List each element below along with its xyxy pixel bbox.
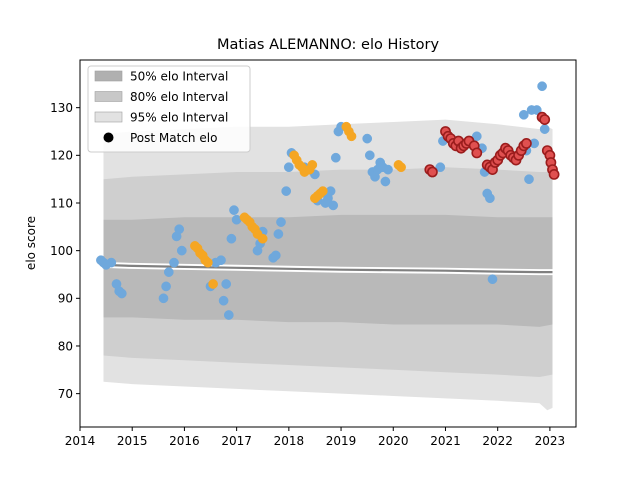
elo-point — [328, 200, 339, 211]
x-tick-label: 2014 — [65, 434, 96, 448]
legend-swatch — [94, 111, 123, 123]
y-tick-label: 90 — [58, 292, 73, 306]
elo-point — [208, 279, 218, 289]
elo-point — [487, 274, 498, 285]
legend-swatch — [94, 91, 123, 102]
elo-point — [229, 205, 239, 215]
elo-point — [539, 114, 551, 125]
elo-point — [396, 162, 406, 173]
elo-point — [163, 267, 174, 277]
elo-point — [161, 281, 171, 292]
elo-point — [169, 257, 179, 268]
elo-point — [548, 168, 560, 180]
elo-point — [435, 162, 446, 173]
chart-title: Matias ALEMANNO: elo History — [217, 37, 440, 53]
legend-frame — [87, 65, 251, 153]
elo-point — [346, 131, 357, 142]
elo-point — [471, 147, 483, 159]
x-tick-label: 2020 — [378, 434, 409, 448]
elo-point — [158, 293, 169, 304]
x-tick-label: 2015 — [117, 434, 148, 448]
elo-point — [537, 81, 547, 92]
x-tick-label: 2019 — [326, 434, 357, 448]
elo-point — [226, 233, 237, 244]
legend-marker — [103, 132, 114, 143]
elo-point — [216, 255, 226, 266]
elo-point — [174, 224, 185, 235]
legend-label: 95% elo Interval — [130, 110, 228, 124]
legend-label: Post Match elo — [130, 131, 217, 145]
elo-point — [539, 124, 550, 134]
elo-point — [524, 174, 534, 185]
elo-point — [364, 150, 375, 161]
elo-point — [362, 133, 373, 144]
y-tick-label: 100 — [50, 244, 73, 258]
x-tick-label: 2023 — [535, 434, 566, 448]
elo-point — [281, 186, 292, 196]
x-tick-label: 2016 — [169, 434, 200, 448]
elo-point — [531, 105, 542, 115]
elo-point — [307, 160, 318, 170]
elo-point — [221, 279, 232, 289]
median-line — [103, 263, 553, 274]
elo-point — [380, 176, 391, 187]
elo-point — [257, 233, 268, 244]
x-tick-label: 2017 — [221, 434, 252, 448]
elo-point — [273, 229, 284, 239]
elo-point — [203, 257, 213, 268]
legend-swatch — [94, 70, 123, 82]
x-tick-label: 2021 — [430, 434, 461, 448]
elo-point — [106, 257, 117, 268]
y-axis-label: elo score — [24, 216, 38, 270]
axes-frame — [79, 59, 577, 428]
elo-point — [223, 310, 234, 320]
elo-point — [485, 193, 495, 204]
elo-point — [176, 245, 187, 256]
y-tick-label: 110 — [50, 196, 73, 210]
y-tick-label: 120 — [50, 149, 73, 163]
legend: 50% elo Interval 80% elo Interval 95% elo … — [87, 65, 251, 153]
y-tick-label: 130 — [50, 101, 73, 115]
elo-point — [383, 164, 393, 175]
elo-point — [270, 250, 281, 261]
elo-point — [317, 186, 328, 196]
x-tick-label: 2018 — [274, 434, 305, 448]
elo-point — [521, 137, 532, 149]
plot-area — [96, 81, 560, 411]
legend-label: 50% elo Interval — [130, 69, 228, 83]
elo-point — [330, 152, 341, 163]
elo-point — [276, 217, 286, 227]
x-tick-label: 2022 — [482, 434, 513, 448]
y-tick-label: 70 — [58, 387, 73, 401]
legend-label: 80% elo Interval — [130, 90, 228, 104]
elo-point — [283, 162, 294, 173]
y-tick-label: 80 — [58, 339, 73, 353]
elo-point — [471, 131, 482, 142]
axes: 2014 2015 2016 2017 2018 2019 2020 2021 2022 2023… — [50, 59, 577, 448]
elo-point — [518, 109, 529, 120]
elo-point — [426, 166, 438, 178]
elo-point — [218, 295, 229, 306]
elo-point — [116, 288, 127, 299]
